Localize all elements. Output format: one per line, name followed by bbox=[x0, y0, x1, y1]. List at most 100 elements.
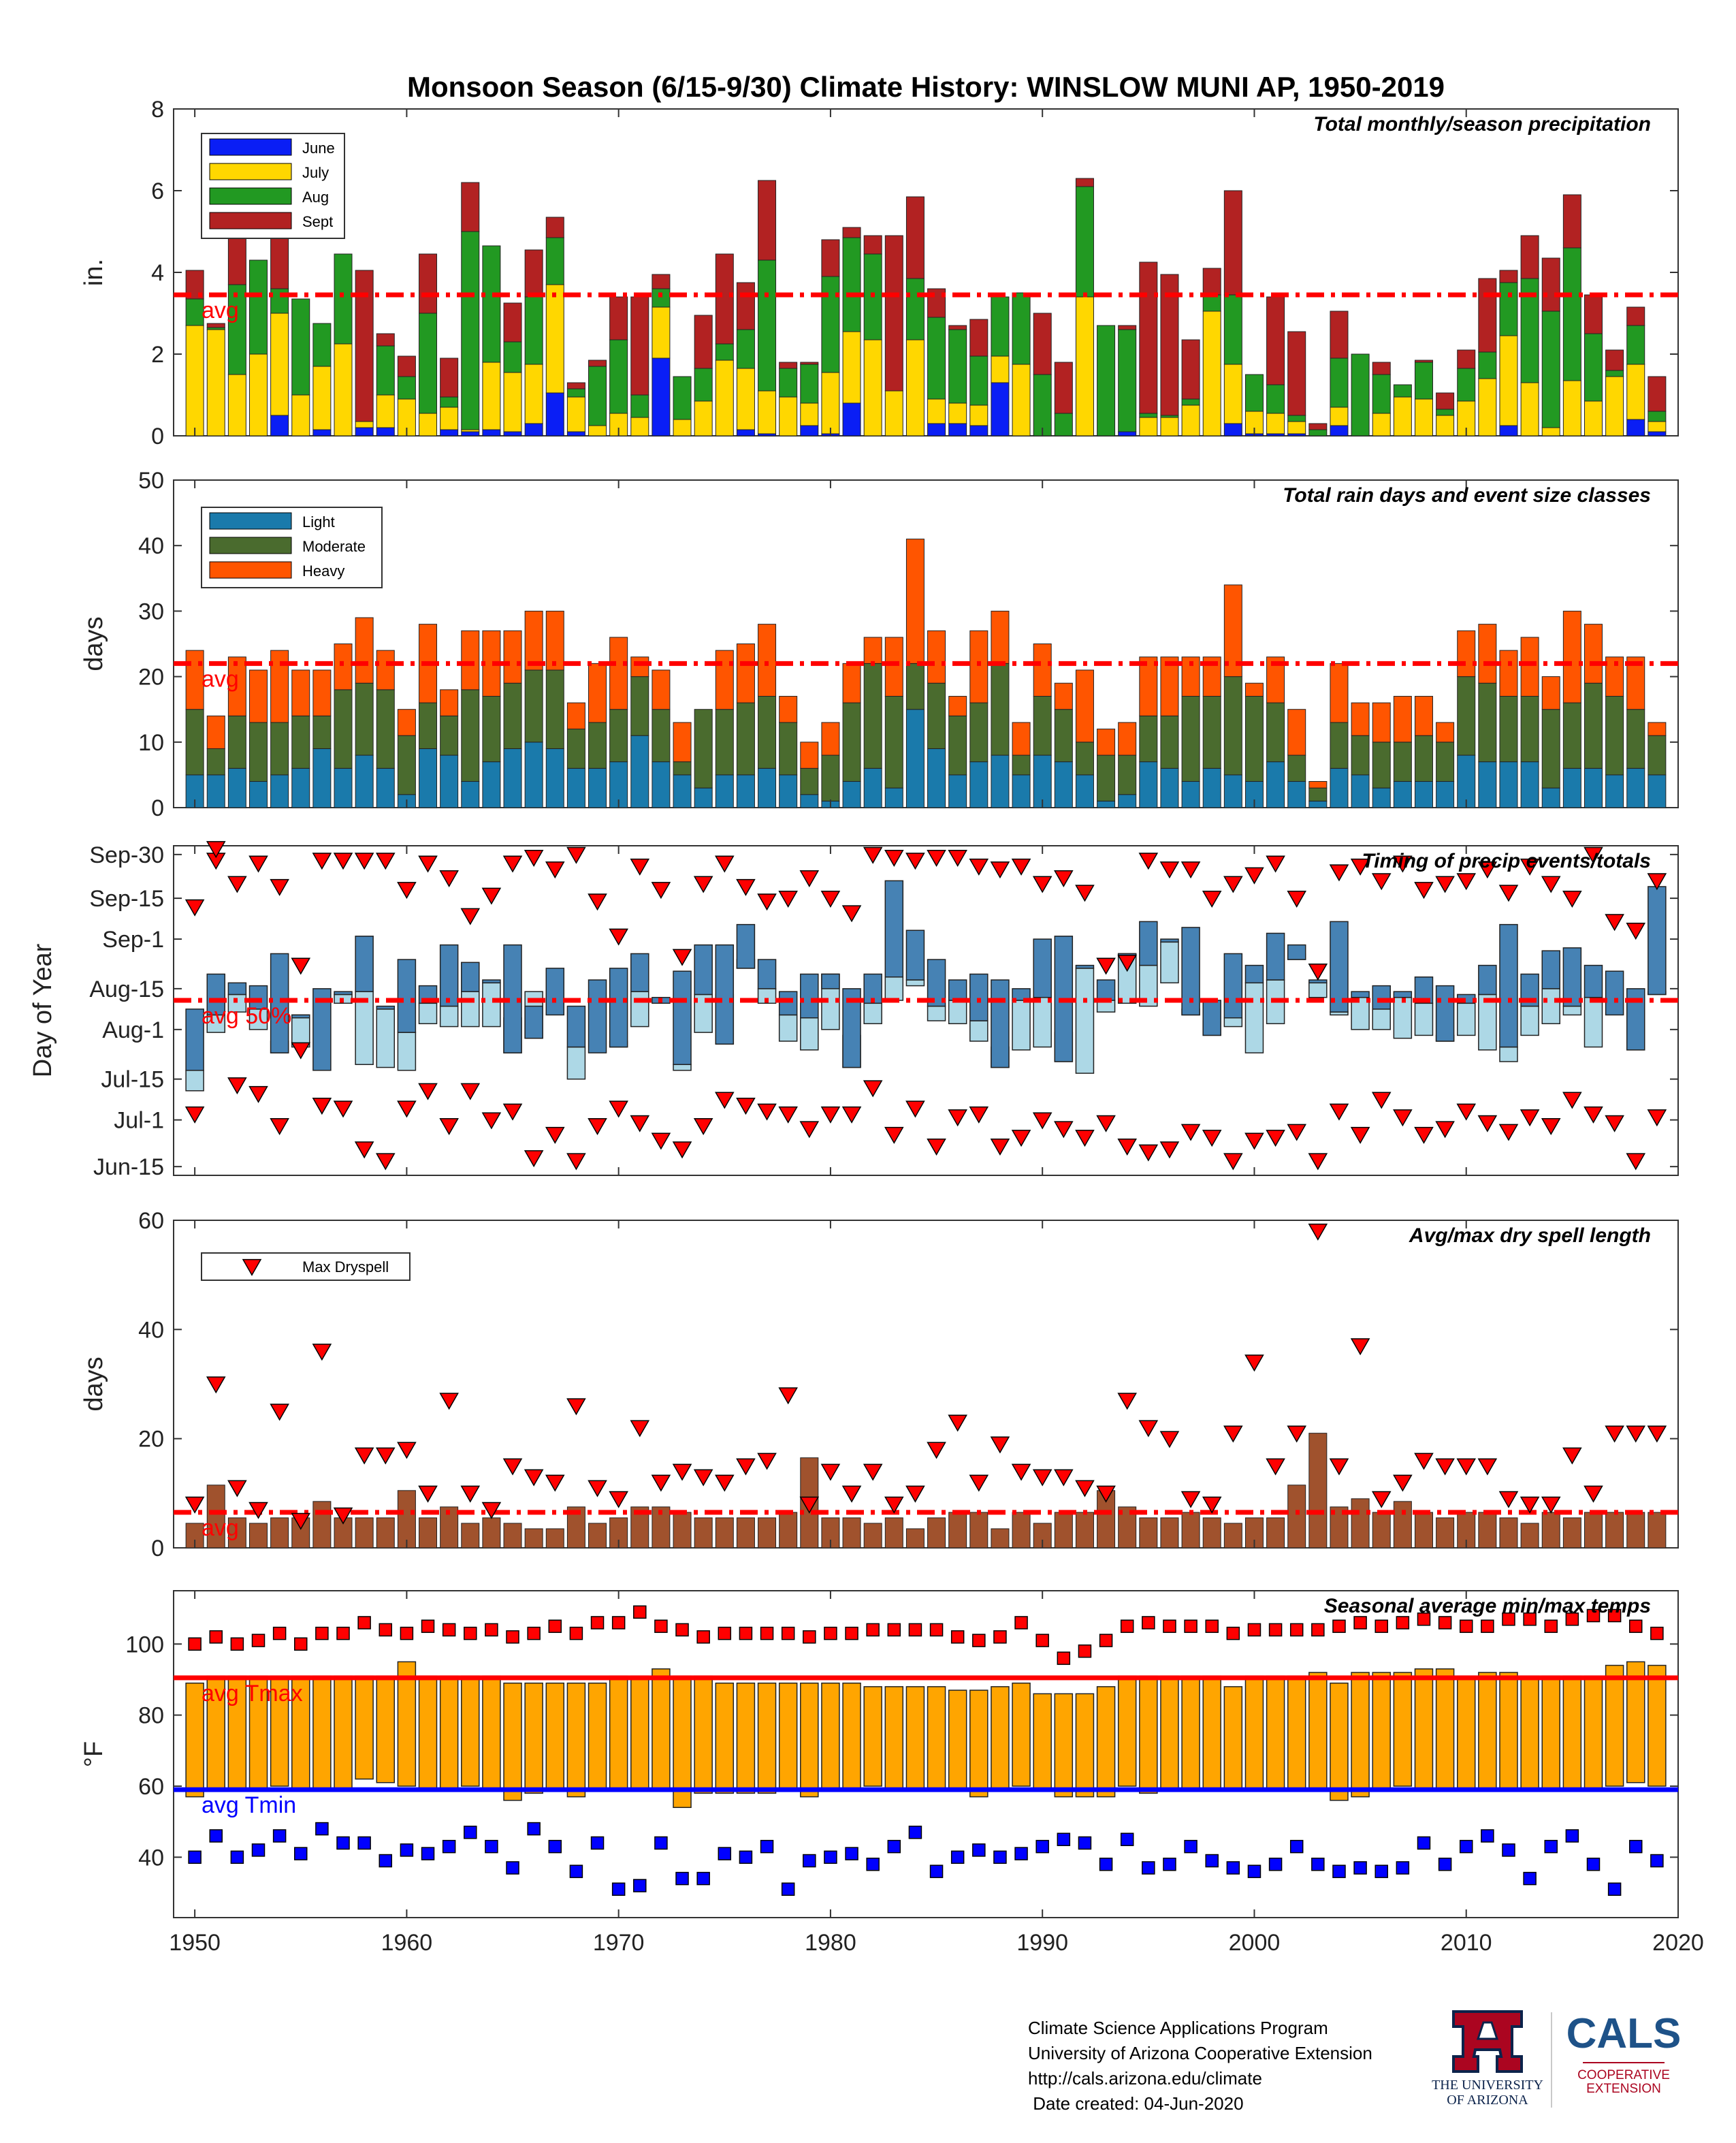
bar-light bbox=[227, 767, 246, 808]
bar-july bbox=[969, 404, 988, 426]
bar-moderate bbox=[863, 663, 882, 769]
bar-temp-range bbox=[652, 1668, 671, 1790]
last-event-marker bbox=[927, 849, 946, 867]
bar-temp-range bbox=[821, 1682, 840, 1790]
cals-line1: COOPERATIVE bbox=[1577, 2068, 1670, 2082]
tmin-min-marker bbox=[803, 1854, 816, 1868]
bar-moderate bbox=[588, 722, 607, 769]
tmax-max-marker bbox=[1332, 1619, 1346, 1633]
tmin-min-marker bbox=[1289, 1839, 1304, 1854]
first-event-marker bbox=[1223, 1153, 1243, 1171]
bar-light bbox=[1139, 761, 1158, 808]
bar-light bbox=[461, 781, 480, 808]
bar-light bbox=[927, 748, 946, 808]
bar-avg-dryspell bbox=[1562, 1517, 1581, 1549]
bar-july bbox=[1075, 296, 1094, 436]
first-event-marker bbox=[1117, 1139, 1137, 1156]
timing-box-upper bbox=[1647, 886, 1667, 996]
bar-light bbox=[969, 761, 988, 808]
bar-avg-dryspell bbox=[884, 1517, 903, 1549]
tmax-max-marker bbox=[1120, 1619, 1134, 1633]
bar-light bbox=[1626, 767, 1645, 808]
bar-temp-range bbox=[376, 1675, 396, 1783]
first-event-marker bbox=[1329, 1103, 1349, 1121]
bar-heavy bbox=[991, 610, 1010, 664]
bar-temp-range bbox=[609, 1675, 628, 1790]
max-dryspell-marker bbox=[184, 1496, 205, 1514]
bar-aug bbox=[1181, 398, 1200, 406]
bar-light bbox=[1266, 761, 1285, 808]
bar-july bbox=[419, 413, 438, 436]
bar-light bbox=[842, 781, 861, 808]
bar-july bbox=[524, 364, 543, 424]
tmin-min-marker bbox=[1650, 1854, 1664, 1868]
max-dryspell-marker bbox=[1371, 1491, 1392, 1508]
bar-july bbox=[1414, 398, 1433, 436]
bar-aug bbox=[905, 278, 925, 340]
bar-aug bbox=[1118, 329, 1137, 432]
legend-label: Light bbox=[302, 513, 335, 530]
bar-aug bbox=[1054, 413, 1073, 436]
bar-avg-dryspell bbox=[249, 1523, 268, 1549]
tmin-min-marker bbox=[485, 1839, 498, 1854]
bar-temp-range bbox=[1287, 1675, 1306, 1790]
bar-moderate bbox=[312, 715, 332, 749]
max-dryspell-marker bbox=[1032, 1469, 1052, 1487]
bar-june bbox=[461, 431, 480, 436]
bar-moderate bbox=[1351, 735, 1370, 776]
bar-aug bbox=[821, 276, 840, 373]
bar-temp-range bbox=[969, 1689, 988, 1798]
bar-light bbox=[1562, 767, 1581, 808]
bar-light bbox=[1181, 781, 1200, 808]
avg-raindays-line-label: avg bbox=[202, 666, 239, 692]
timing-box-lower bbox=[1499, 1046, 1518, 1062]
x-tick-label: 2000 bbox=[1229, 1930, 1281, 1956]
bar-light bbox=[905, 709, 925, 808]
credits-url[interactable]: http://cals.arizona.edu/climate bbox=[1028, 2068, 1262, 2089]
last-event-marker bbox=[1054, 870, 1074, 887]
bar-light bbox=[1605, 774, 1624, 808]
bar-moderate bbox=[1499, 695, 1518, 763]
bar-light bbox=[779, 774, 798, 808]
bar-avg-dryspell bbox=[1160, 1517, 1179, 1549]
bar-sept bbox=[969, 319, 988, 357]
legend-swatch bbox=[209, 561, 292, 579]
timing-box-upper bbox=[206, 973, 226, 1016]
last-event-marker bbox=[1456, 873, 1477, 891]
bar-heavy bbox=[652, 669, 671, 710]
bar-sept bbox=[1605, 349, 1624, 371]
y-tick-label: 0 bbox=[151, 424, 164, 449]
timing-box-lower bbox=[206, 1014, 226, 1033]
bar-moderate bbox=[1097, 755, 1116, 801]
tmin-min-marker bbox=[548, 1839, 562, 1854]
tmin-min-marker bbox=[294, 1847, 308, 1860]
bar-sept bbox=[1478, 278, 1497, 353]
bar-moderate bbox=[1584, 682, 1603, 769]
bar-july bbox=[1012, 364, 1031, 436]
max-dryspell-marker bbox=[588, 1480, 607, 1497]
bar-aug bbox=[1223, 294, 1242, 365]
tmax-max-marker bbox=[760, 1626, 774, 1640]
tmax-max-marker bbox=[188, 1637, 202, 1651]
max-dryspell-marker bbox=[1350, 1338, 1370, 1356]
max-dryspell-marker bbox=[715, 1474, 735, 1492]
bar-avg-dryspell bbox=[736, 1517, 755, 1549]
first-event-marker bbox=[1287, 1124, 1307, 1141]
bar-temp-range bbox=[1033, 1693, 1052, 1790]
bar-light bbox=[652, 761, 671, 808]
legend-swatch bbox=[209, 138, 292, 156]
timing-box-upper bbox=[1266, 932, 1285, 981]
last-event-marker bbox=[715, 855, 735, 873]
bar-light bbox=[630, 735, 649, 808]
timing-box-upper bbox=[524, 1005, 543, 1039]
bar-heavy bbox=[545, 610, 564, 671]
y-tick-label: 40 bbox=[138, 1317, 164, 1343]
bar-july bbox=[1605, 376, 1624, 436]
tmax-max-marker bbox=[654, 1619, 668, 1633]
bar-moderate bbox=[482, 695, 501, 763]
max-dryspell-marker bbox=[1308, 1223, 1328, 1241]
bar-moderate bbox=[652, 709, 671, 763]
last-event-marker bbox=[736, 878, 756, 896]
bar-temp-range bbox=[312, 1675, 332, 1790]
tmax-max-marker bbox=[1268, 1623, 1283, 1637]
